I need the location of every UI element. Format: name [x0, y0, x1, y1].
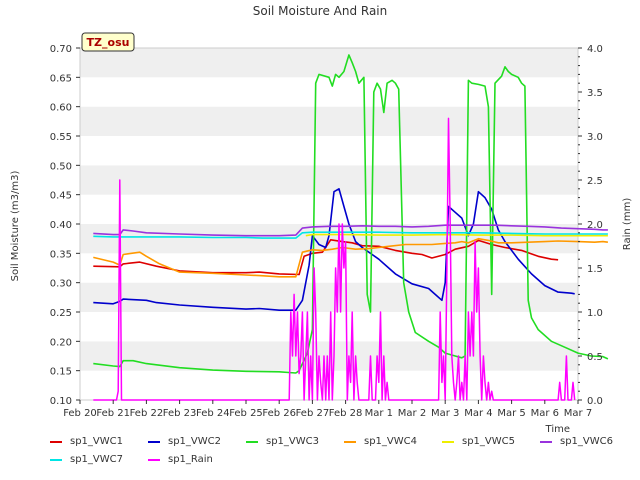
grid-band: [80, 282, 578, 312]
x-tick-label: Feb 27: [296, 408, 330, 419]
y-right-tick-label: 0.0: [587, 396, 603, 407]
series-line-sp1-vwc2: [93, 188, 575, 312]
legend-item-sp1-vwc4: sp1_VWC4: [344, 436, 417, 447]
legend-item-sp1-vwc5: sp1_VWC5: [442, 436, 515, 447]
x-tick-label: Feb 23: [163, 408, 197, 419]
legend-swatch: [148, 440, 160, 443]
legend-swatch: [540, 440, 552, 443]
series-line-sp1-vwc3: [93, 54, 609, 374]
legend-label: sp1_Rain: [168, 454, 213, 465]
y-left-tick-label: 0.70: [50, 44, 72, 55]
legend-item-sp1-vwc6: sp1_VWC6: [540, 436, 613, 447]
y-left-tick-label: 0.10: [50, 396, 72, 407]
x-tick-label: Mar 7: [564, 408, 592, 419]
x-axis-label: Time: [545, 424, 570, 435]
x-tick-label: Mar 5: [497, 408, 525, 419]
y-left-tick-label: 0.40: [50, 220, 72, 231]
x-tick-label: Mar 6: [531, 408, 559, 419]
grid-band: [80, 77, 578, 107]
legend-swatch: [344, 440, 356, 443]
x-tick-label: Feb 26: [262, 408, 296, 419]
y-left-tick-label: 0.60: [50, 103, 72, 114]
y-right-tick-label: 2.0: [587, 220, 603, 231]
legend-item-sp1-vwc3: sp1_VWC3: [246, 436, 319, 447]
x-tick-label: Feb 25: [229, 408, 263, 419]
chart-title: Soil Moisture And Rain: [253, 4, 388, 18]
legend-label: sp1_VWC2: [168, 436, 221, 447]
series-layer: [93, 54, 609, 401]
x-tick-label: Mar 3: [431, 408, 459, 419]
x-axis: Feb 20 Feb 21 Feb 22 Feb 23 Feb 24 Feb 25 Feb …: [63, 400, 592, 419]
legend-label: sp1_VWC3: [266, 436, 319, 447]
legend-item-sp1-vwc7: sp1_VWC7: [50, 454, 123, 465]
y-left-tick-label: 0.20: [50, 337, 72, 348]
y-right-tick-label: 3.0: [587, 132, 603, 143]
legend-label: sp1_VWC6: [560, 436, 613, 447]
grid-band: [80, 106, 578, 136]
y-right-tick-label: 2.5: [587, 176, 603, 187]
legend-label: sp1_VWC7: [70, 454, 123, 465]
y-axis-left-label: Soil Moisture (m3/m3): [10, 171, 21, 282]
y-right-tick-label: 1.5: [587, 264, 603, 275]
legend-label: sp1_VWC5: [462, 436, 515, 447]
series-line-sp1-vwc7: [93, 231, 608, 239]
grid-band: [80, 48, 578, 78]
x-tick-label: Feb 24: [196, 408, 230, 419]
y-right-tick-label: 4.0: [587, 44, 603, 55]
y-left-tick-label: 0.25: [50, 308, 72, 319]
legend-swatch: [442, 440, 454, 443]
grid-band: [80, 165, 578, 195]
y-left-tick-label: 0.55: [50, 132, 72, 143]
legend-label: sp1_VWC1: [70, 436, 123, 447]
y-left-tick-label: 0.45: [50, 191, 72, 202]
y-left-tick-label: 0.35: [50, 249, 72, 260]
x-tick-label: Mar 4: [464, 408, 492, 419]
y-right-tick-label: 1.0: [587, 308, 603, 319]
series-line-sp1-vwc1: [93, 239, 559, 276]
y-left-tick-label: 0.50: [50, 161, 72, 172]
grid-band: [80, 136, 578, 166]
y-right-tick-label: 3.5: [587, 88, 603, 99]
y-right-tick-label: 0.5: [587, 352, 603, 363]
legend-swatch: [50, 440, 62, 443]
legend-swatch: [148, 458, 160, 461]
legend-label: sp1_VWC4: [364, 436, 417, 447]
y-axis-left: 0.10 0.15 0.20 0.25 0.30 0.35 0.40 0.45 0.50 0.55…: [50, 44, 80, 407]
y-axis-right: 0.0 0.5 1.0 1.5 2.0 2.5 3.0 3.5 4.0: [578, 44, 603, 407]
series-line-sp1-vwc5: [305, 233, 608, 237]
y-axis-right-label: Rain (mm): [622, 198, 633, 251]
legend-item-sp1-vwc1: sp1_VWC1: [50, 436, 123, 447]
x-tick-label: Feb 21: [96, 408, 130, 419]
site-badge-box: [81, 32, 135, 52]
site-badge-label: TZ_osu: [87, 36, 130, 49]
y-left-tick-label: 0.30: [50, 279, 72, 290]
legend-swatch: [246, 440, 258, 443]
legend-swatch: [50, 458, 62, 461]
grid-band: [80, 194, 578, 224]
y-left-tick-label: 0.15: [50, 367, 72, 378]
series-line-sp1-rain: [93, 117, 576, 401]
legend-item-sp1-vwc2: sp1_VWC2: [148, 436, 221, 447]
grid-band: [80, 312, 578, 342]
x-tick-label: Feb 28: [329, 408, 363, 419]
y-left-tick-label: 0.65: [50, 73, 72, 84]
legend-item-sp1-rain: sp1_Rain: [148, 454, 213, 465]
x-tick-label: Mar 1: [365, 408, 393, 419]
x-tick-label: Mar 2: [398, 408, 426, 419]
x-tick-label: Feb 22: [130, 408, 164, 419]
plot-background-bands: [80, 48, 578, 400]
series-line-sp1-vwc4: [93, 237, 608, 278]
series-line-sp1-vwc6: [93, 224, 608, 237]
grid-band: [80, 253, 578, 283]
x-tick-label: Feb 20: [63, 408, 97, 419]
site-badge: TZ_osu: [81, 32, 135, 52]
